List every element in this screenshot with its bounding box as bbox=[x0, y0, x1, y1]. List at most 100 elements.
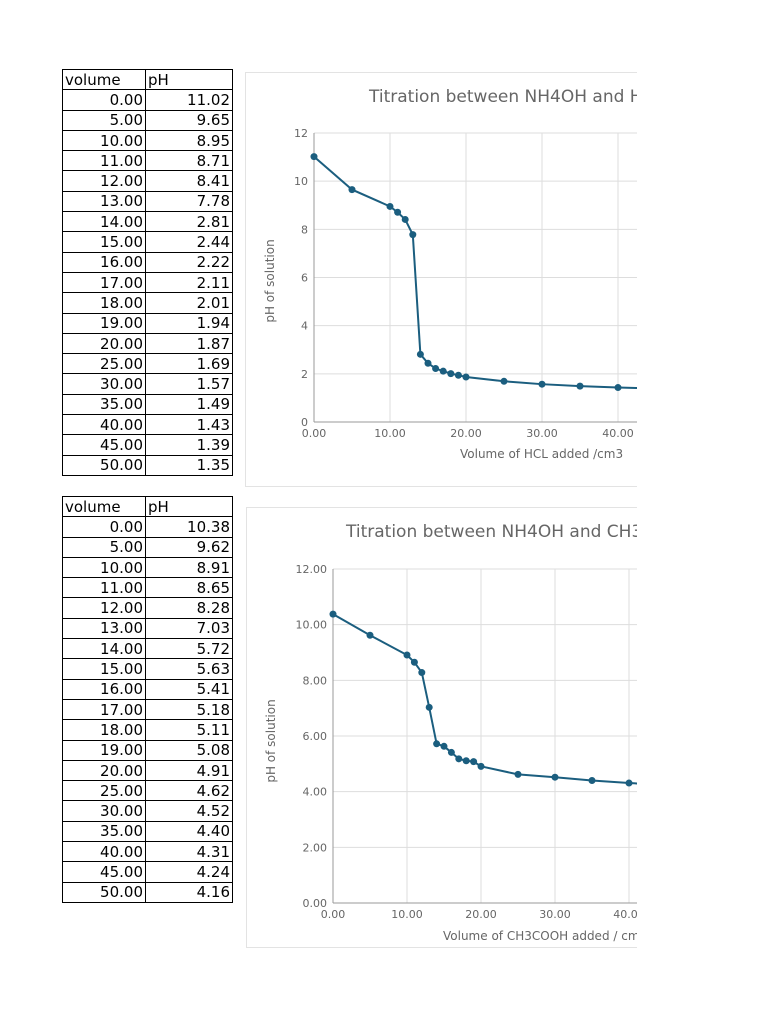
table-cell: 30.00 bbox=[62, 373, 146, 395]
table-row: 25.00 1.69 bbox=[62, 353, 233, 375]
x-tick-label: 20.00 bbox=[450, 427, 482, 440]
y-tick-label: 10.00 bbox=[296, 619, 328, 632]
table-row: 12.00 8.41 bbox=[62, 170, 233, 192]
table-row: 13.00 7.78 bbox=[62, 190, 233, 213]
data-point bbox=[462, 373, 470, 381]
x-axis-label: Volume of CH3COOH added / cm3 bbox=[443, 929, 637, 943]
table-cell: 25.00 bbox=[62, 780, 146, 802]
table-cell: 4.24 bbox=[145, 861, 233, 883]
data-point bbox=[401, 215, 409, 223]
table-row: 40.00 1.43 bbox=[62, 414, 233, 436]
table-cell: 8.91 bbox=[145, 556, 233, 579]
data-point bbox=[418, 669, 426, 677]
table-cell: 10.00 bbox=[62, 556, 146, 579]
table-row: 11.00 8.65 bbox=[62, 577, 233, 599]
data-point bbox=[410, 658, 418, 666]
table-cell: 35.00 bbox=[62, 820, 146, 843]
y-tick-label: 2.00 bbox=[303, 841, 328, 854]
data-point bbox=[477, 762, 485, 770]
table-cell: 8.71 bbox=[145, 150, 233, 172]
table-row: 20.00 4.91 bbox=[62, 759, 233, 782]
data-table: volume pH 0.00 10.38 5.00 9.62 10.00 8.91 11.00 8… bbox=[62, 495, 233, 903]
table-cell: pH bbox=[145, 68, 233, 91]
table-cell: 1.35 bbox=[145, 454, 233, 476]
data-table: volume pH 0.00 11.02 5.00 9.65 10.00 8.95 11.00 8… bbox=[62, 68, 233, 476]
data-point bbox=[329, 610, 337, 618]
table-cell: 12.00 bbox=[62, 170, 146, 192]
table-row: 16.00 5.41 bbox=[62, 678, 233, 700]
data-line bbox=[332, 613, 637, 785]
table-row: 13.00 7.03 bbox=[62, 617, 233, 640]
table-cell: 4.91 bbox=[145, 759, 233, 782]
table-row: 45.00 1.39 bbox=[62, 434, 233, 456]
data-point bbox=[447, 370, 455, 378]
data-point bbox=[425, 703, 433, 711]
data-point bbox=[416, 350, 424, 358]
table-row: 15.00 2.44 bbox=[62, 231, 233, 253]
table-row: 10.00 8.91 bbox=[62, 556, 233, 579]
table-cell: 30.00 bbox=[62, 800, 146, 822]
table-cell: 45.00 bbox=[62, 861, 146, 883]
table-cell: 4.52 bbox=[145, 800, 233, 822]
table-cell: 40.00 bbox=[62, 414, 146, 436]
table-row: 5.00 9.65 bbox=[62, 109, 233, 131]
table-cell: 18.00 bbox=[62, 719, 146, 741]
y-tick-label: 0 bbox=[301, 416, 308, 429]
table-row: 30.00 1.57 bbox=[62, 373, 233, 395]
table-cell: 1.43 bbox=[145, 414, 233, 436]
data-point bbox=[551, 773, 559, 781]
table-cell: 14.00 bbox=[62, 638, 146, 660]
y-tick-label: 4 bbox=[301, 320, 308, 333]
table-row: 25.00 4.62 bbox=[62, 780, 233, 802]
table-cell: 50.00 bbox=[62, 881, 146, 903]
table-cell: 17.00 bbox=[62, 698, 146, 721]
table-cell: 1.69 bbox=[145, 353, 233, 375]
table-cell: 4.31 bbox=[145, 841, 233, 863]
data-point bbox=[424, 359, 432, 367]
table-cell: 0.00 bbox=[62, 89, 146, 111]
chart: 0.00 2.00 4.00 6.00 8.00 10.00 12.00 0.00 10.00 2… bbox=[264, 522, 637, 943]
data-point bbox=[500, 377, 508, 385]
table-cell: 2.01 bbox=[145, 292, 233, 314]
table-cell: 2.22 bbox=[145, 251, 233, 273]
x-tick-label: 20.00 bbox=[465, 908, 497, 921]
table-cell: 5.18 bbox=[145, 698, 233, 721]
y-tick-label: 10 bbox=[294, 175, 308, 188]
x-tick-label: 30.00 bbox=[539, 908, 571, 921]
data-point bbox=[455, 755, 463, 763]
table-cell: 17.00 bbox=[62, 271, 146, 294]
table-cell: volume bbox=[62, 495, 146, 518]
table-cell: 2.11 bbox=[145, 271, 233, 294]
x-axis-label: Volume of HCL added /cm3 bbox=[460, 447, 623, 461]
data-point bbox=[348, 186, 356, 194]
data-point bbox=[366, 631, 374, 639]
table-cell: 12.00 bbox=[62, 597, 146, 619]
table-cell: 5.41 bbox=[145, 678, 233, 700]
table-row: 10.00 8.95 bbox=[62, 129, 233, 152]
table-cell: 8.95 bbox=[145, 129, 233, 152]
y-axis-label: pH of solution bbox=[264, 699, 278, 782]
table-cell: 8.28 bbox=[145, 597, 233, 619]
data-point bbox=[432, 365, 440, 373]
table-row: 40.00 4.31 bbox=[62, 841, 233, 863]
table-row: 0.00 10.38 bbox=[62, 516, 233, 538]
table-row: 0.00 11.02 bbox=[62, 89, 233, 111]
data-point bbox=[625, 779, 633, 787]
chart: 0246810120.0010.0020.0030.0040.0050.00Ti… bbox=[263, 87, 637, 461]
x-tick-label: 40.00 bbox=[602, 427, 634, 440]
table-cell: 16.00 bbox=[62, 251, 146, 273]
table-cell: 11.00 bbox=[62, 577, 146, 599]
table-cell: 7.03 bbox=[145, 617, 233, 640]
table-row: 50.00 4.16 bbox=[62, 881, 233, 903]
table-row: 45.00 4.24 bbox=[62, 861, 233, 883]
data-point bbox=[514, 770, 522, 778]
table-cell: 11.02 bbox=[145, 89, 233, 111]
x-tick-label: 0.00 bbox=[321, 908, 346, 921]
table-row: 14.00 2.81 bbox=[62, 211, 233, 233]
table-cell: 8.41 bbox=[145, 170, 233, 192]
table-cell: 1.39 bbox=[145, 434, 233, 456]
y-tick-label: 4.00 bbox=[303, 786, 328, 799]
table-cell: 14.00 bbox=[62, 211, 146, 233]
y-axis-label: pH of solution bbox=[263, 239, 277, 322]
